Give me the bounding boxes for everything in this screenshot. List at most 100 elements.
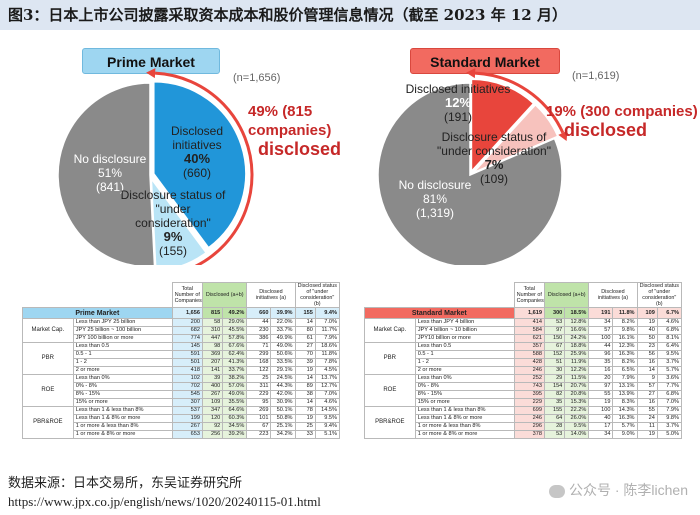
source-url: https://www.jpx.co.jp/english/news/1020/… (8, 494, 321, 509)
value-cell: 386 (246, 334, 272, 343)
value-cell: 9.8% (656, 414, 683, 423)
value-cell: 9.0% (612, 430, 638, 439)
prime-slice-disclosed: Disclosed initiatives 40% (660) (160, 124, 234, 180)
value-cell: 102 (171, 374, 204, 383)
standard-pie-panel: Standard Market (n=1,619) Disclosed init… (350, 30, 700, 265)
value-cell: 55 (588, 390, 614, 399)
header-under-consideration: Disclosed status of "under consideration… (294, 282, 341, 308)
standard-slice-under-consideration: Disclosure status of "under consideratio… (430, 130, 558, 186)
value-cell: 13.1% (612, 382, 638, 391)
row-label-cell: 1 or more & 8% or more (72, 430, 173, 439)
value-cell: 12.3% (612, 342, 638, 351)
value-cell: 3.7% (656, 358, 683, 367)
value-cell: 230 (246, 326, 272, 335)
value-cell: 60.3% (222, 414, 248, 423)
slice-count: (155) (158, 244, 187, 258)
total-cell: 18.5% (564, 307, 590, 319)
table-row: PBR&ROE Less than 1 & less than 8% 699 155 2… (364, 406, 683, 439)
value-cell: 19 (294, 366, 316, 375)
value-cell: 418 (171, 366, 204, 375)
prime-slice-under-consideration: Disclosure status of "under consideratio… (118, 188, 228, 258)
value-cell: 33.7% (222, 366, 248, 375)
header-total: Total Number of Companies (513, 282, 546, 308)
value-cell: 120 (202, 414, 224, 423)
value-cell: 98 (202, 342, 224, 351)
value-cell: 16.6% (564, 326, 590, 335)
slice-pct: 9% (163, 229, 183, 244)
slice-label: Disclosed initiatives (405, 82, 511, 96)
slice-label: No disclosure (73, 152, 147, 166)
slice-count: (109) (479, 172, 508, 186)
value-cell: 6.4% (656, 342, 683, 351)
value-cell: 155 (544, 406, 566, 415)
value-cell: 40 (588, 414, 614, 423)
row-label-cell: 0.5 - 1 (414, 350, 515, 359)
value-cell: 24.2% (564, 334, 590, 343)
value-cell: 682 (171, 326, 204, 335)
value-cell: 246 (513, 366, 546, 375)
header-blank (22, 282, 173, 308)
value-cell: 100 (588, 406, 614, 415)
row-label-cell: JPY 100 billion or more (72, 334, 173, 343)
value-cell: 9.5% (564, 422, 590, 431)
value-cell: 584 (513, 326, 546, 335)
value-cell: 44.3% (270, 382, 296, 391)
value-cell: 310 (202, 326, 224, 335)
value-cell: 19 (588, 398, 614, 407)
row-label-cell: JPY 25 billion ~ 100 billion (72, 326, 173, 335)
value-cell: 28 (544, 422, 566, 431)
slice-pct: 12% (444, 95, 472, 110)
row-label-cell: 2 or more (72, 366, 173, 375)
value-cell: 92 (202, 422, 224, 431)
slice-count: (660) (182, 166, 211, 180)
value-cell: 3.7% (656, 422, 683, 431)
value-cell: 25.9% (564, 350, 590, 359)
value-cell: 53 (544, 430, 566, 439)
value-cell: 14 (294, 398, 316, 407)
value-cell: 207 (202, 358, 224, 367)
value-cell: 100 (588, 334, 614, 343)
value-cell: 11.5% (564, 374, 590, 383)
value-cell: 267 (202, 390, 224, 399)
total-cell: 191 (588, 307, 614, 319)
value-cell: 16.3% (612, 414, 638, 423)
standard-market-pill: Standard Market (410, 48, 560, 74)
prime-slice-no-disclosure: No disclosure 51% (841) (60, 152, 160, 194)
value-cell: 82 (544, 390, 566, 399)
value-cell: 50.1% (270, 406, 296, 415)
standard-slice-no-disclosure-arc (377, 82, 563, 265)
standard-callout: 19% (300 companies) disclosed (546, 102, 698, 140)
row-label-cell: 1 - 2 (414, 358, 515, 367)
value-cell: 49.9% (270, 334, 296, 343)
row-label-cell: Less than 0% (414, 374, 515, 383)
value-cell: 29.1% (270, 366, 296, 375)
row-label-cell: 0% - 8% (72, 382, 173, 391)
value-cell: 35 (544, 398, 566, 407)
total-cell: 6.7% (656, 307, 683, 319)
value-cell: 26.0% (564, 414, 590, 423)
value-cell: 702 (171, 382, 204, 391)
row-label-cell: 8% - 15% (414, 390, 515, 399)
row-label-cell: Less than 1 & less than 8% (414, 406, 515, 415)
value-cell: 19 (636, 318, 658, 327)
group-name-cell: PBR (364, 342, 416, 375)
value-cell: 14 (294, 374, 316, 383)
value-cell: 154 (544, 382, 566, 391)
value-cell: 95 (246, 398, 272, 407)
slice-pct: 40% (183, 151, 211, 166)
market-name-cell: Standard Market (364, 307, 515, 319)
value-cell: 299 (246, 350, 272, 359)
value-cell: 11 (636, 422, 658, 431)
value-cell: 12.7% (314, 382, 341, 391)
table-header-row: Total Number of Companies Disclosed (a+b)… (22, 282, 341, 308)
value-cell: 12.2% (564, 366, 590, 375)
value-cell: 16 (588, 366, 614, 375)
value-cell: 311 (246, 382, 272, 391)
row-label-cell: 2 or more (414, 366, 515, 375)
value-cell: 5.1% (314, 430, 341, 439)
value-cell: 50.8% (270, 414, 296, 423)
row-label-cell: Less than 1 & 8% or more (72, 414, 173, 423)
value-cell: 18.6% (314, 342, 341, 351)
value-cell: 25.1% (270, 422, 296, 431)
value-cell: 8.3% (612, 398, 638, 407)
